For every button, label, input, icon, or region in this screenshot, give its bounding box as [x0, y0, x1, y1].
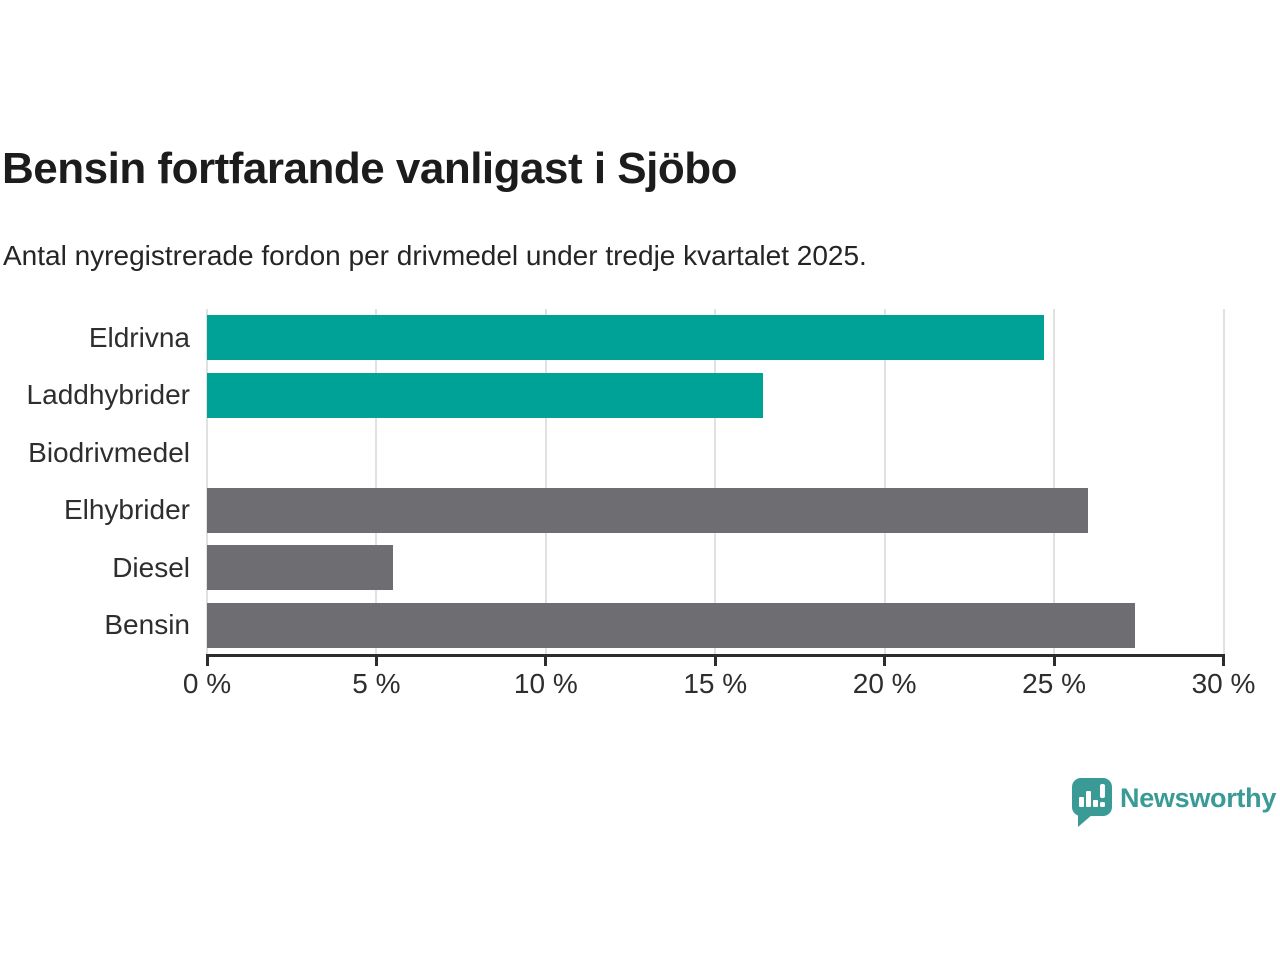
x-axis-tick-10: [544, 657, 548, 666]
x-axis-tick-label-25: 25 %: [1022, 668, 1086, 699]
logo-minibar-3: [1093, 800, 1098, 807]
category-label-biodrivmedel: Biodrivmedel: [28, 436, 190, 468]
gridline-20: [883, 309, 886, 654]
x-axis-tick-label-10: 10 %: [513, 668, 578, 699]
gridline-15: [714, 309, 717, 654]
logo-bubble-tail: [1078, 814, 1093, 827]
logo-speech-bubble: [1072, 778, 1112, 816]
x-axis-tick-5: [374, 657, 378, 666]
gridline-0: [206, 309, 208, 654]
bar-eldrivna: [207, 315, 1044, 361]
x-axis-tick-25: [1052, 657, 1056, 666]
x-axis-tick-label-30: 30 %: [1191, 668, 1256, 699]
logo-minibar-1: [1079, 797, 1084, 807]
category-label-elhybrider: Elhybrider: [63, 494, 190, 526]
x-axis-line: [205, 654, 1225, 657]
x-axis-tick-label-20: 20 %: [852, 668, 917, 699]
x-axis-tick-label-15: 15 %: [683, 668, 748, 699]
chart-title: Bensin fortfarande vanligast i Sjöbo: [2, 144, 738, 193]
gridline-25: [1053, 309, 1056, 654]
newsworthy-logo-icon: [1072, 776, 1112, 828]
x-axis-tick-label-0: 0 %: [182, 668, 232, 699]
brand-footer: Newsworthy: [1072, 776, 1276, 828]
x-axis-tick-30: [1222, 657, 1225, 666]
logo-minibar-2: [1086, 791, 1091, 807]
bar-laddhybrider: [207, 372, 763, 418]
bar-elhybrider: [207, 487, 1088, 533]
category-label-laddhybrider: Laddhybrider: [26, 379, 190, 411]
category-label-bensin: Bensin: [104, 609, 190, 641]
x-axis-tick-20: [883, 657, 887, 666]
logo-exclamation-dot: [1100, 802, 1105, 807]
x-axis-tick-15: [713, 657, 717, 666]
bar-bensin: [207, 602, 1136, 648]
category-label-eldrivna: Eldrivna: [88, 321, 190, 353]
x-axis-tick-0: [205, 657, 209, 666]
gridline-30: [1222, 309, 1225, 654]
gridline-5: [375, 309, 378, 654]
bar-diesel: [207, 545, 394, 591]
gridline-10: [544, 309, 547, 654]
x-axis-tick-label-5: 5 %: [352, 668, 401, 699]
chart-subtitle: Antal nyregistrerade fordon per drivmede…: [3, 240, 867, 271]
category-label-diesel: Diesel: [112, 551, 190, 583]
logo-exclamation-stroke: [1100, 784, 1105, 798]
brand-wordmark: Newsworthy: [1120, 783, 1277, 813]
